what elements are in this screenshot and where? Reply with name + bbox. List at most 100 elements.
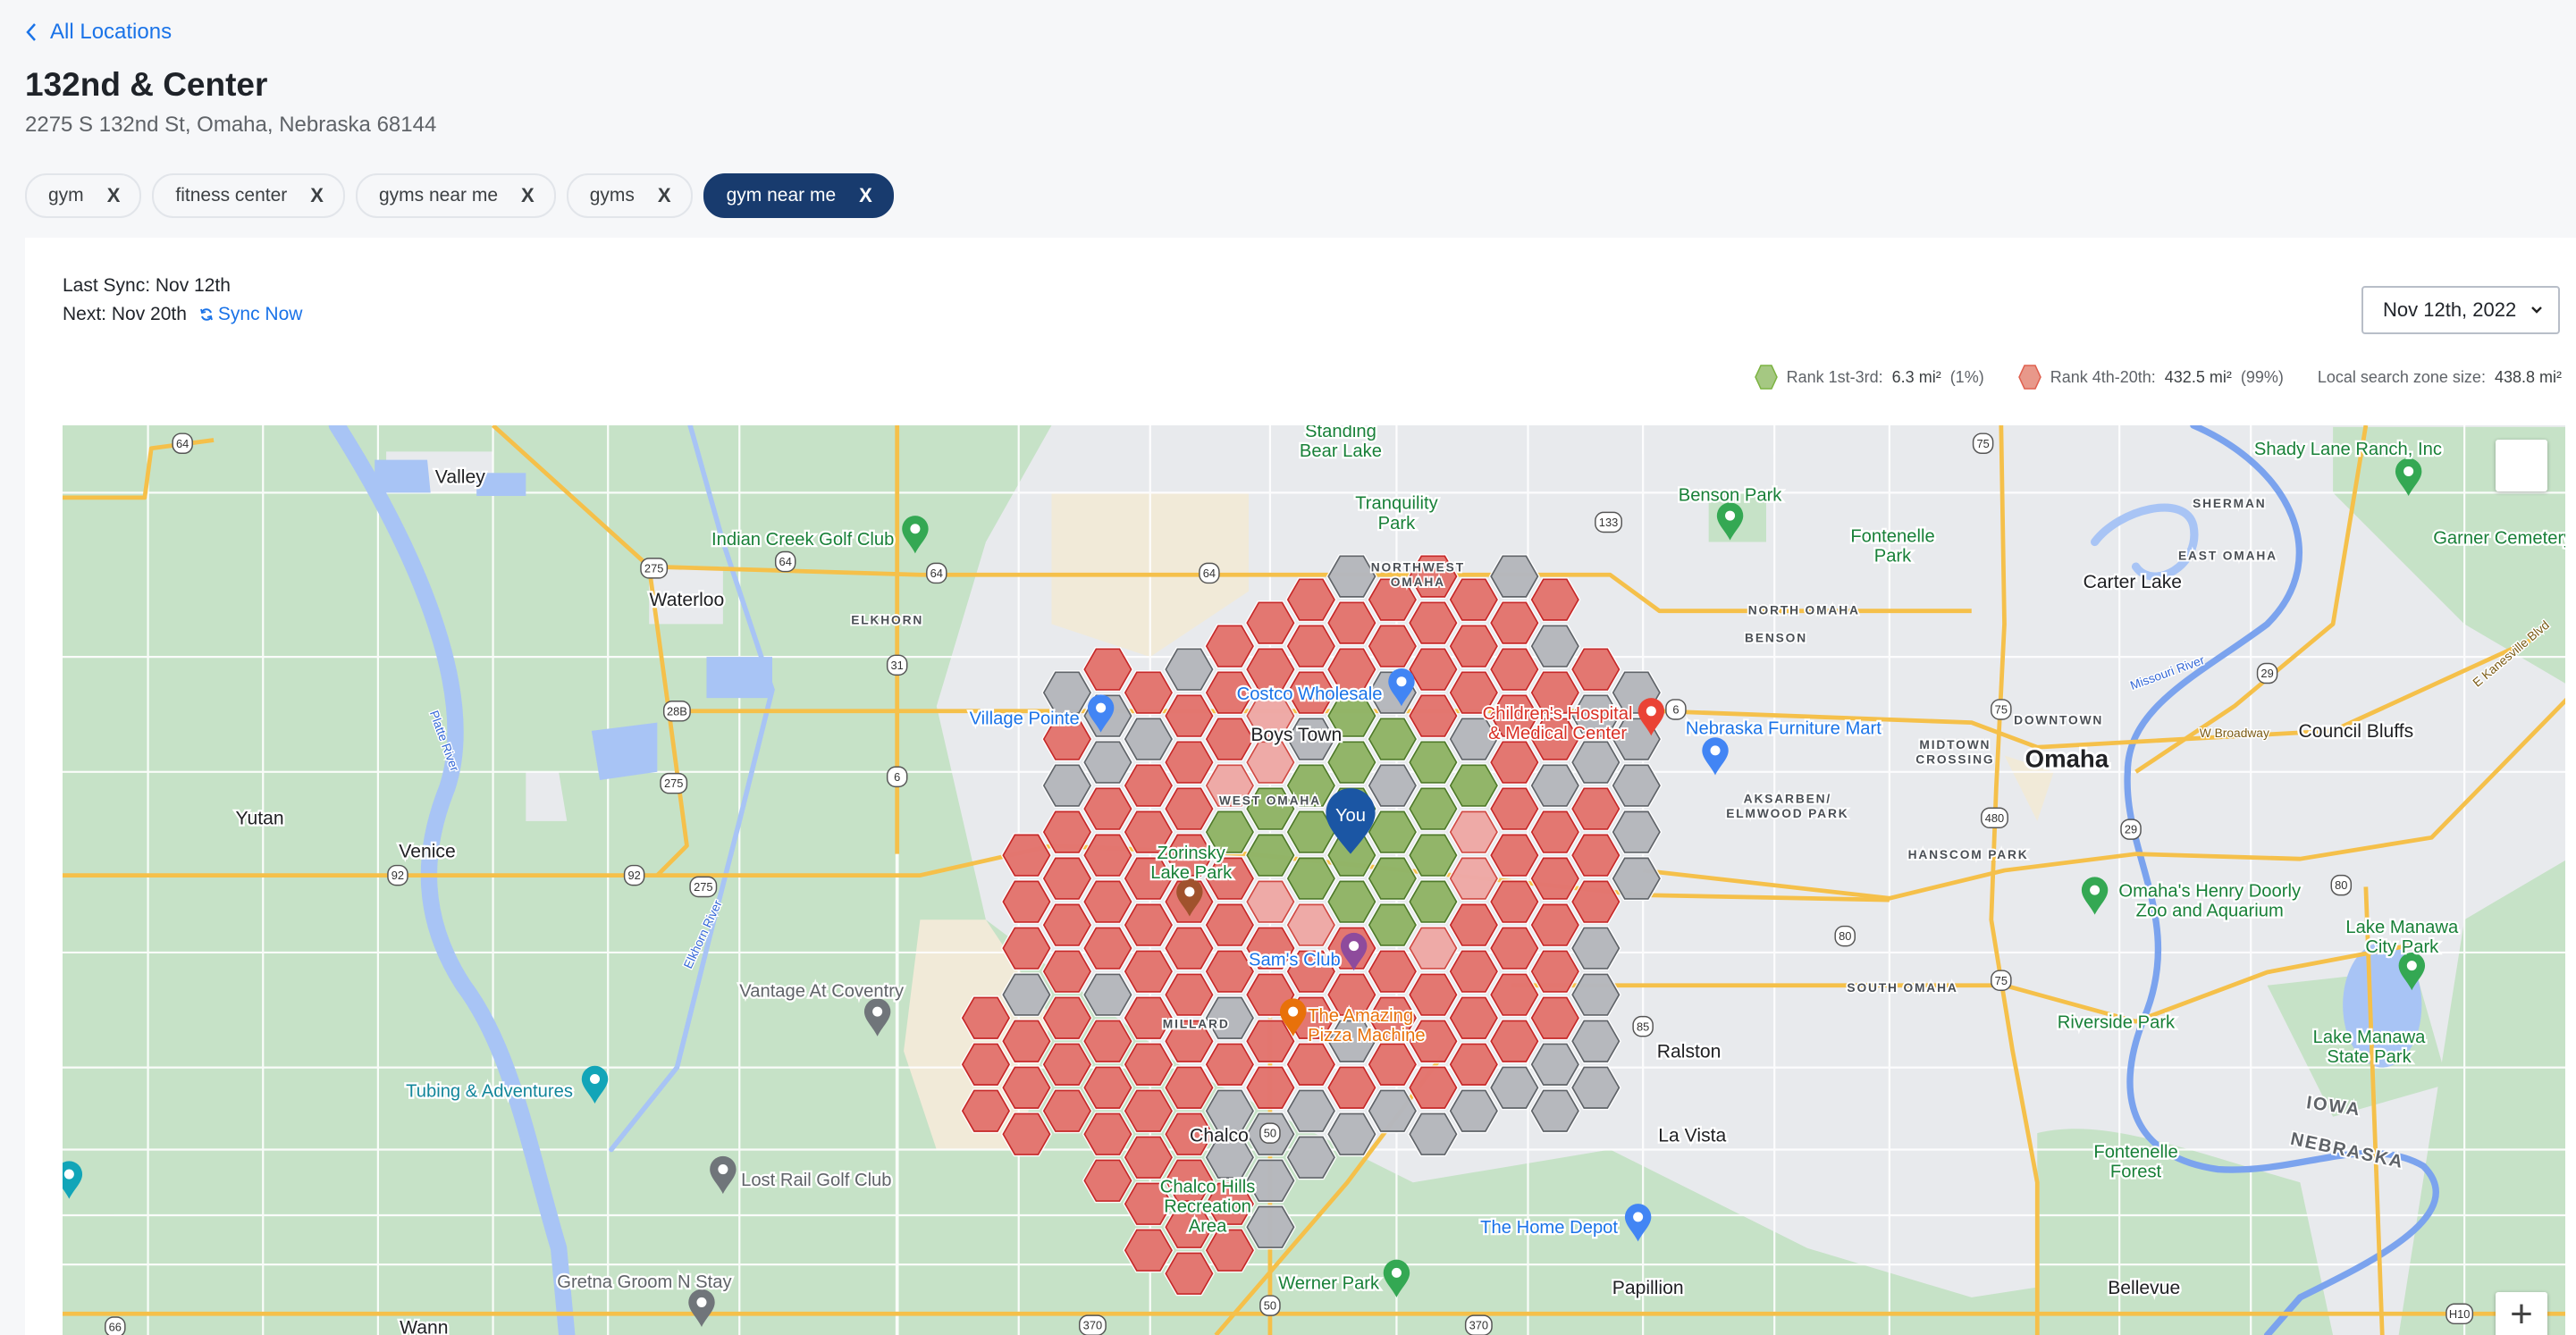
- hex-cell-rank-1-3[interactable]: [1368, 718, 1417, 760]
- hex-cell-unranked[interactable]: [1205, 996, 1254, 1039]
- hex-cell-rank-1-3[interactable]: [1409, 741, 1458, 784]
- hex-cell-unranked[interactable]: [1165, 648, 1214, 691]
- hex-cell-unranked[interactable]: [1368, 1089, 1417, 1132]
- hex-cell-unranked[interactable]: [1571, 741, 1621, 784]
- hex-cell-rank-4-20-light[interactable]: [1246, 880, 1295, 923]
- hex-cell-unranked[interactable]: [1286, 1136, 1335, 1179]
- back-to-all-locations-link[interactable]: All Locations: [25, 20, 172, 45]
- hex-cell-rank-4-20[interactable]: [1124, 1229, 1173, 1272]
- hex-cell-rank-4-20[interactable]: [1368, 996, 1417, 1039]
- hex-cell-rank-4-20[interactable]: [1530, 950, 1579, 993]
- hex-cell-rank-4-20[interactable]: [961, 1089, 1011, 1132]
- hex-cell-rank-4-20[interactable]: [1042, 903, 1091, 946]
- hex-cell-rank-4-20[interactable]: [1490, 834, 1539, 877]
- hex-cell-rank-4-20[interactable]: [1083, 880, 1132, 923]
- hex-cell-unranked[interactable]: [1571, 694, 1621, 737]
- hex-cell-rank-4-20[interactable]: [1124, 950, 1173, 993]
- hex-cell-rank-4-20[interactable]: [1205, 857, 1254, 900]
- camera-pin-icon[interactable]: [63, 1161, 83, 1199]
- hex-cell-rank-4-20[interactable]: [1042, 950, 1091, 993]
- place-pin-icon[interactable]: [863, 998, 891, 1037]
- hex-cell-rank-4-20[interactable]: [1042, 996, 1091, 1039]
- hex-cell-rank-4-20[interactable]: [1124, 764, 1173, 807]
- hex-cell-rank-4-20[interactable]: [1002, 1020, 1051, 1062]
- hex-cell-rank-4-20[interactable]: [1002, 1066, 1051, 1109]
- shopping-pin-icon[interactable]: [1087, 694, 1115, 733]
- hex-cell-rank-1-3[interactable]: [1409, 787, 1458, 830]
- hex-cell-rank-1-3[interactable]: [1368, 810, 1417, 853]
- hex-cell-rank-4-20[interactable]: [1530, 810, 1579, 853]
- shopping-pin-icon[interactable]: [1340, 932, 1368, 971]
- keyword-chip[interactable]: gym X: [25, 173, 142, 218]
- hex-cell-rank-4-20[interactable]: [1165, 741, 1214, 784]
- hex-cell-rank-4-20[interactable]: [1246, 1066, 1295, 1109]
- hex-cell-rank-4-20[interactable]: [1165, 1159, 1214, 1202]
- camera-pin-icon[interactable]: [581, 1065, 609, 1104]
- hex-cell-rank-4-20[interactable]: [1490, 880, 1539, 923]
- hex-cell-rank-4-20[interactable]: [1409, 555, 1458, 598]
- close-icon[interactable]: X: [859, 184, 872, 206]
- park-pin-icon[interactable]: [2395, 458, 2422, 497]
- hex-cell-unranked[interactable]: [1327, 555, 1376, 598]
- hex-cell-rank-4-20[interactable]: [1449, 671, 1498, 714]
- hex-cell-rank-4-20[interactable]: [1530, 578, 1579, 621]
- hex-cell-rank-4-20[interactable]: [1002, 1112, 1051, 1155]
- hex-cell-unranked[interactable]: [1083, 741, 1132, 784]
- place-pin-icon[interactable]: [710, 1155, 737, 1195]
- hex-cell-rank-4-20[interactable]: [1205, 1043, 1254, 1086]
- restaurant-pin-icon[interactable]: [1279, 998, 1307, 1037]
- hex-cell-unranked[interactable]: [1205, 1089, 1254, 1132]
- hex-cell-rank-4-20[interactable]: [1490, 1020, 1539, 1062]
- hex-cell-unranked[interactable]: [1002, 973, 1051, 1016]
- hex-cell-rank-4-20[interactable]: [1083, 1066, 1132, 1109]
- hex-cell-unranked[interactable]: [1612, 857, 1661, 900]
- hex-cell-rank-4-20[interactable]: [1083, 834, 1132, 877]
- hex-cell-rank-4-20[interactable]: [1530, 671, 1579, 714]
- hex-cell-rank-4-20[interactable]: [1490, 927, 1539, 970]
- hex-cell-rank-4-20[interactable]: [1124, 1089, 1173, 1132]
- hex-cell-rank-4-20-light[interactable]: [1449, 810, 1498, 853]
- hex-cell-unranked[interactable]: [1042, 671, 1091, 714]
- hex-cell-rank-4-20[interactable]: [1571, 880, 1621, 923]
- hex-cell-rank-4-20[interactable]: [1165, 973, 1214, 1016]
- hex-cell-rank-4-20[interactable]: [1042, 718, 1091, 760]
- hex-cell-rank-1-3[interactable]: [1327, 880, 1376, 923]
- hex-cell-rank-4-20[interactable]: [1368, 578, 1417, 621]
- hex-cell-rank-4-20[interactable]: [1205, 671, 1254, 714]
- hex-cell-rank-4-20[interactable]: [1449, 950, 1498, 993]
- hex-cell-rank-4-20[interactable]: [1490, 741, 1539, 784]
- hex-cell-rank-4-20[interactable]: [1165, 1066, 1214, 1109]
- hex-cell-rank-4-20[interactable]: [1165, 787, 1214, 830]
- hex-cell-unranked[interactable]: [1612, 764, 1661, 807]
- hex-cell-rank-4-20[interactable]: [1165, 1020, 1214, 1062]
- hex-cell-rank-4-20[interactable]: [1083, 1020, 1132, 1062]
- hex-cell-rank-4-20[interactable]: [1286, 950, 1335, 993]
- hex-cell-rank-4-20[interactable]: [1409, 601, 1458, 644]
- hex-cell-rank-4-20[interactable]: [1246, 601, 1295, 644]
- hex-cell-rank-4-20[interactable]: [1083, 1112, 1132, 1155]
- hex-cell-unranked[interactable]: [1530, 1043, 1579, 1086]
- close-icon[interactable]: X: [106, 184, 121, 206]
- fullscreen-button[interactable]: [2496, 440, 2547, 491]
- hex-cell-rank-1-3[interactable]: [1286, 857, 1335, 900]
- hex-cell-rank-4-20[interactable]: [1165, 1112, 1214, 1155]
- hex-cell-rank-4-20[interactable]: [1409, 648, 1458, 691]
- hex-cell-unranked[interactable]: [1490, 555, 1539, 598]
- hex-cell-rank-4-20[interactable]: [1083, 787, 1132, 830]
- hex-cell-rank-4-20[interactable]: [1327, 1066, 1376, 1109]
- date-select[interactable]: Nov 12th, 2022: [2361, 286, 2560, 334]
- hex-cell-unranked[interactable]: [1449, 1089, 1498, 1132]
- hex-cell-rank-4-20[interactable]: [1042, 1043, 1091, 1086]
- hex-cell-rank-4-20[interactable]: [1409, 1020, 1458, 1062]
- hex-cell-rank-1-3[interactable]: [1246, 834, 1295, 877]
- hex-cell-unranked[interactable]: [1571, 927, 1621, 970]
- park-pin-icon[interactable]: [2398, 952, 2426, 991]
- hex-cell-unranked[interactable]: [1530, 1089, 1579, 1132]
- hex-cell-rank-1-3[interactable]: [1327, 694, 1376, 737]
- park-pin-icon[interactable]: [1383, 1259, 1410, 1297]
- hex-cell-rank-4-20[interactable]: [1083, 648, 1132, 691]
- hex-cell-rank-4-20[interactable]: [1124, 1182, 1173, 1225]
- hex-cell-rank-4-20[interactable]: [1124, 903, 1173, 946]
- hex-cell-unranked[interactable]: [1368, 764, 1417, 807]
